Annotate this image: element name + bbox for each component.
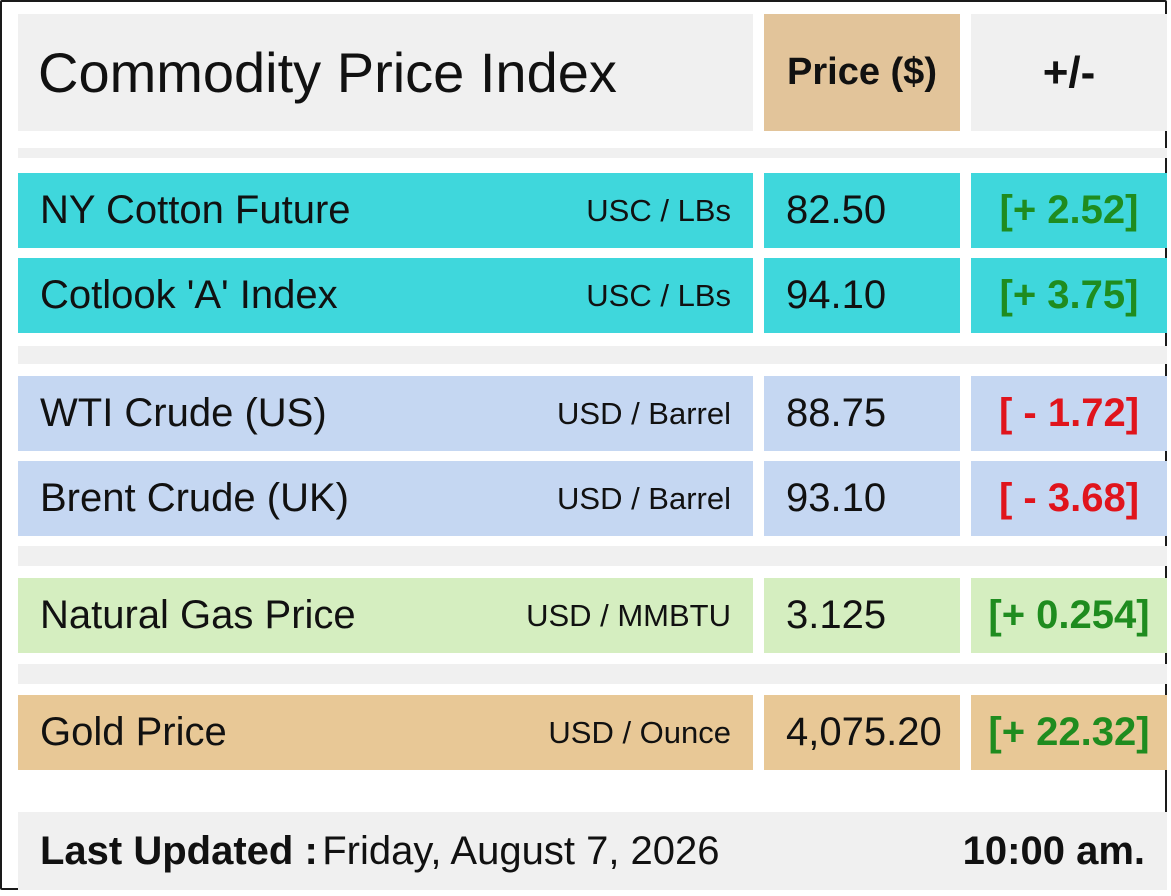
- commodity-unit: USD / Ounce: [548, 714, 731, 750]
- row-name-cell: Brent Crude (UK) USD / Barrel: [18, 461, 753, 536]
- row-change-cell: [+ 22.32]: [971, 695, 1167, 770]
- row-change-cell: [+ 2.52]: [971, 173, 1167, 248]
- change-header: +/-: [1042, 47, 1096, 97]
- commodity-change: [+ 0.254]: [988, 593, 1150, 637]
- row-price-cell: 4,075.20: [764, 695, 960, 770]
- row-price-cell: 88.75: [764, 376, 960, 451]
- commodity-price: 93.10: [786, 476, 887, 520]
- commodity-change: [+ 3.75]: [999, 273, 1139, 317]
- commodity-change: [+ 2.52]: [999, 188, 1139, 232]
- row-change-cell: [ - 1.72]: [971, 376, 1167, 451]
- last-updated-date: Friday, August 7, 2026: [322, 828, 720, 873]
- title-cell: Commodity Price Index: [18, 14, 753, 131]
- commodity-unit: USD / Barrel: [557, 395, 731, 431]
- row-change-cell: [+ 0.254]: [971, 578, 1167, 653]
- commodity-price: 88.75: [786, 391, 887, 435]
- separator: [18, 664, 1167, 684]
- row-name-cell: Gold Price USD / Ounce: [18, 695, 753, 770]
- row-name-cell: NY Cotton Future USC / LBs: [18, 173, 753, 248]
- commodity-price: 3.125: [786, 593, 887, 637]
- commodity-unit: USC / LBs: [586, 277, 731, 313]
- last-updated-label: Last Updated :: [40, 828, 318, 873]
- commodity-unit: USC / LBs: [586, 192, 731, 228]
- commodity-change: [+ 22.32]: [988, 710, 1150, 754]
- page-title: Commodity Price Index: [38, 41, 617, 104]
- row-name-cell: Natural Gas Price USD / MMBTU: [18, 578, 753, 653]
- row-price-cell: 93.10: [764, 461, 960, 536]
- row-name-cell: WTI Crude (US) USD / Barrel: [18, 376, 753, 451]
- commodity-name: Brent Crude (UK): [40, 476, 349, 520]
- commodity-name: Gold Price: [40, 710, 227, 754]
- last-updated-time: 10:00 am.: [962, 828, 1145, 873]
- price-header-cell: Price ($): [764, 14, 960, 131]
- row-price-cell: 94.10: [764, 258, 960, 333]
- commodity-name: Natural Gas Price: [40, 593, 356, 637]
- row-change-cell: [+ 3.75]: [971, 258, 1167, 333]
- commodity-name: NY Cotton Future: [40, 188, 351, 232]
- commodity-price: 82.50: [786, 188, 887, 232]
- separator: [18, 546, 1167, 566]
- commodity-unit: USD / Barrel: [557, 480, 731, 516]
- row-price-cell: 3.125: [764, 578, 960, 653]
- commodity-change: [ - 1.72]: [998, 391, 1140, 435]
- separator: [18, 346, 1167, 364]
- row-change-cell: [ - 3.68]: [971, 461, 1167, 536]
- row-name-cell: Cotlook 'A' Index USC / LBs: [18, 258, 753, 333]
- separator: [18, 148, 1167, 158]
- commodity-price: 94.10: [786, 273, 887, 317]
- commodity-name: Cotlook 'A' Index: [40, 273, 338, 317]
- commodity-change: [ - 3.68]: [998, 476, 1140, 520]
- change-header-cell: +/-: [971, 14, 1167, 131]
- price-header: Price ($): [787, 51, 937, 93]
- commodity-unit: USD / MMBTU: [526, 597, 731, 633]
- last-updated-bar: Last Updated : Friday, August 7, 2026 10…: [18, 812, 1167, 890]
- commodity-name: WTI Crude (US): [40, 391, 327, 435]
- commodity-price: 4,075.20: [786, 710, 942, 754]
- row-price-cell: 82.50: [764, 173, 960, 248]
